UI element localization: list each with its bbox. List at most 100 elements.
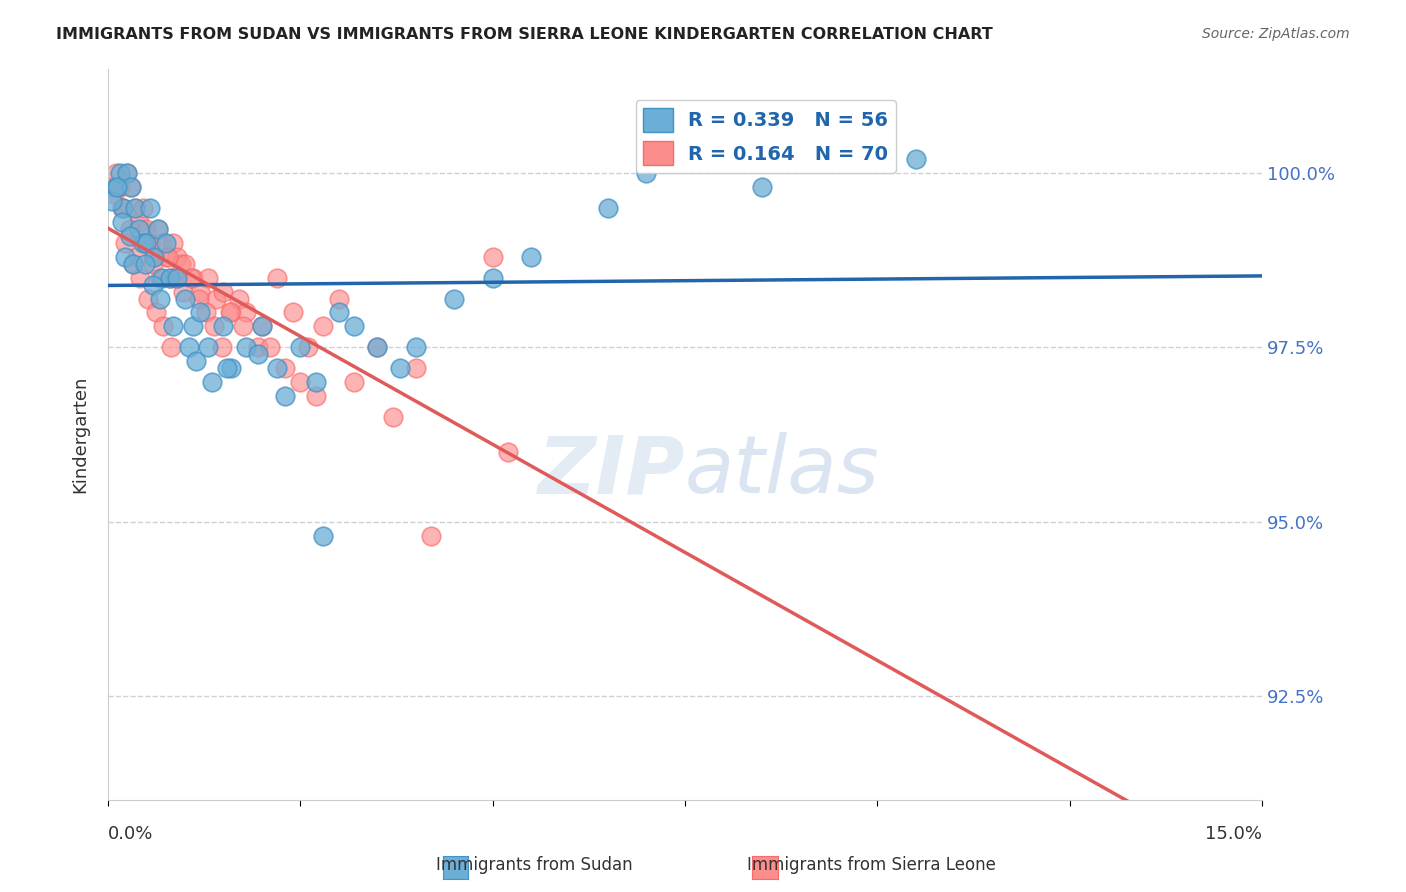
- Point: [121, 257, 143, 271]
- Point: [250, 319, 273, 334]
- Point: [297, 340, 319, 354]
- Point: [115, 166, 138, 180]
- Point: [128, 215, 150, 229]
- Point: [312, 528, 335, 542]
- Point: [159, 270, 181, 285]
- Point: [217, 361, 239, 376]
- Point: [149, 292, 172, 306]
- Point: [751, 180, 773, 194]
- Point: [202, 319, 225, 334]
- Point: [195, 305, 218, 319]
- Text: ZIP: ZIP: [537, 432, 685, 510]
- Text: atlas: atlas: [685, 432, 880, 510]
- Point: [181, 319, 204, 334]
- Point: [162, 235, 184, 250]
- Point: [481, 250, 503, 264]
- Point: [312, 319, 335, 334]
- Point: [162, 319, 184, 334]
- Point: [343, 319, 366, 334]
- Point: [520, 250, 543, 264]
- Point: [596, 201, 619, 215]
- Point: [136, 292, 159, 306]
- Point: [101, 180, 124, 194]
- Point: [246, 347, 269, 361]
- Point: [143, 250, 166, 264]
- Point: [188, 305, 211, 319]
- Point: [103, 186, 125, 201]
- Point: [166, 250, 188, 264]
- Point: [366, 340, 388, 354]
- Point: [114, 250, 136, 264]
- Point: [481, 270, 503, 285]
- Y-axis label: Kindergarten: Kindergarten: [72, 376, 89, 493]
- Point: [118, 222, 141, 236]
- Point: [228, 292, 250, 306]
- Legend: R = 0.339   N = 56, R = 0.164   N = 70: R = 0.339 N = 56, R = 0.164 N = 70: [636, 100, 896, 173]
- Point: [135, 235, 157, 250]
- Point: [201, 375, 224, 389]
- Point: [218, 305, 240, 319]
- Point: [111, 201, 134, 215]
- Point: [118, 228, 141, 243]
- Point: [155, 250, 177, 264]
- Point: [328, 305, 350, 319]
- Point: [142, 277, 165, 292]
- Point: [405, 361, 427, 376]
- Point: [160, 340, 183, 354]
- Point: [146, 222, 169, 236]
- Text: Source: ZipAtlas.com: Source: ZipAtlas.com: [1202, 27, 1350, 41]
- Point: [134, 257, 156, 271]
- Point: [156, 250, 179, 264]
- Point: [152, 319, 174, 334]
- Point: [232, 319, 254, 334]
- Point: [212, 285, 235, 299]
- Point: [343, 375, 366, 389]
- Text: Immigrants from Sierra Leone: Immigrants from Sierra Leone: [747, 856, 997, 874]
- Point: [389, 361, 412, 376]
- Point: [197, 340, 219, 354]
- Point: [496, 445, 519, 459]
- Point: [115, 166, 138, 180]
- Text: Immigrants from Sudan: Immigrants from Sudan: [436, 856, 633, 874]
- Point: [124, 201, 146, 215]
- Point: [290, 340, 312, 354]
- Point: [114, 235, 136, 250]
- Point: [366, 340, 388, 354]
- Point: [246, 340, 269, 354]
- Point: [105, 180, 128, 194]
- Point: [145, 305, 167, 319]
- Point: [181, 270, 204, 285]
- Point: [127, 250, 149, 264]
- Point: [108, 180, 131, 194]
- Point: [381, 410, 404, 425]
- Point: [104, 180, 127, 194]
- Point: [112, 201, 135, 215]
- Point: [211, 340, 233, 354]
- Point: [281, 305, 304, 319]
- Point: [121, 257, 143, 271]
- Point: [204, 292, 226, 306]
- Point: [443, 292, 465, 306]
- Point: [150, 270, 173, 285]
- Point: [212, 319, 235, 334]
- Point: [219, 305, 242, 319]
- Point: [250, 319, 273, 334]
- Point: [405, 340, 427, 354]
- Point: [266, 270, 288, 285]
- Point: [166, 270, 188, 285]
- Point: [235, 305, 257, 319]
- Point: [305, 389, 328, 403]
- Point: [111, 215, 134, 229]
- Point: [143, 250, 166, 264]
- Point: [235, 340, 257, 354]
- Point: [188, 285, 211, 299]
- Point: [159, 270, 181, 285]
- Point: [186, 354, 208, 368]
- Text: IMMIGRANTS FROM SUDAN VS IMMIGRANTS FROM SIERRA LEONE KINDERGARTEN CORRELATION C: IMMIGRANTS FROM SUDAN VS IMMIGRANTS FROM…: [56, 27, 993, 42]
- Point: [128, 222, 150, 236]
- Point: [124, 201, 146, 215]
- Point: [266, 361, 288, 376]
- Point: [174, 257, 197, 271]
- Text: 0.0%: 0.0%: [108, 825, 153, 843]
- Point: [636, 166, 658, 180]
